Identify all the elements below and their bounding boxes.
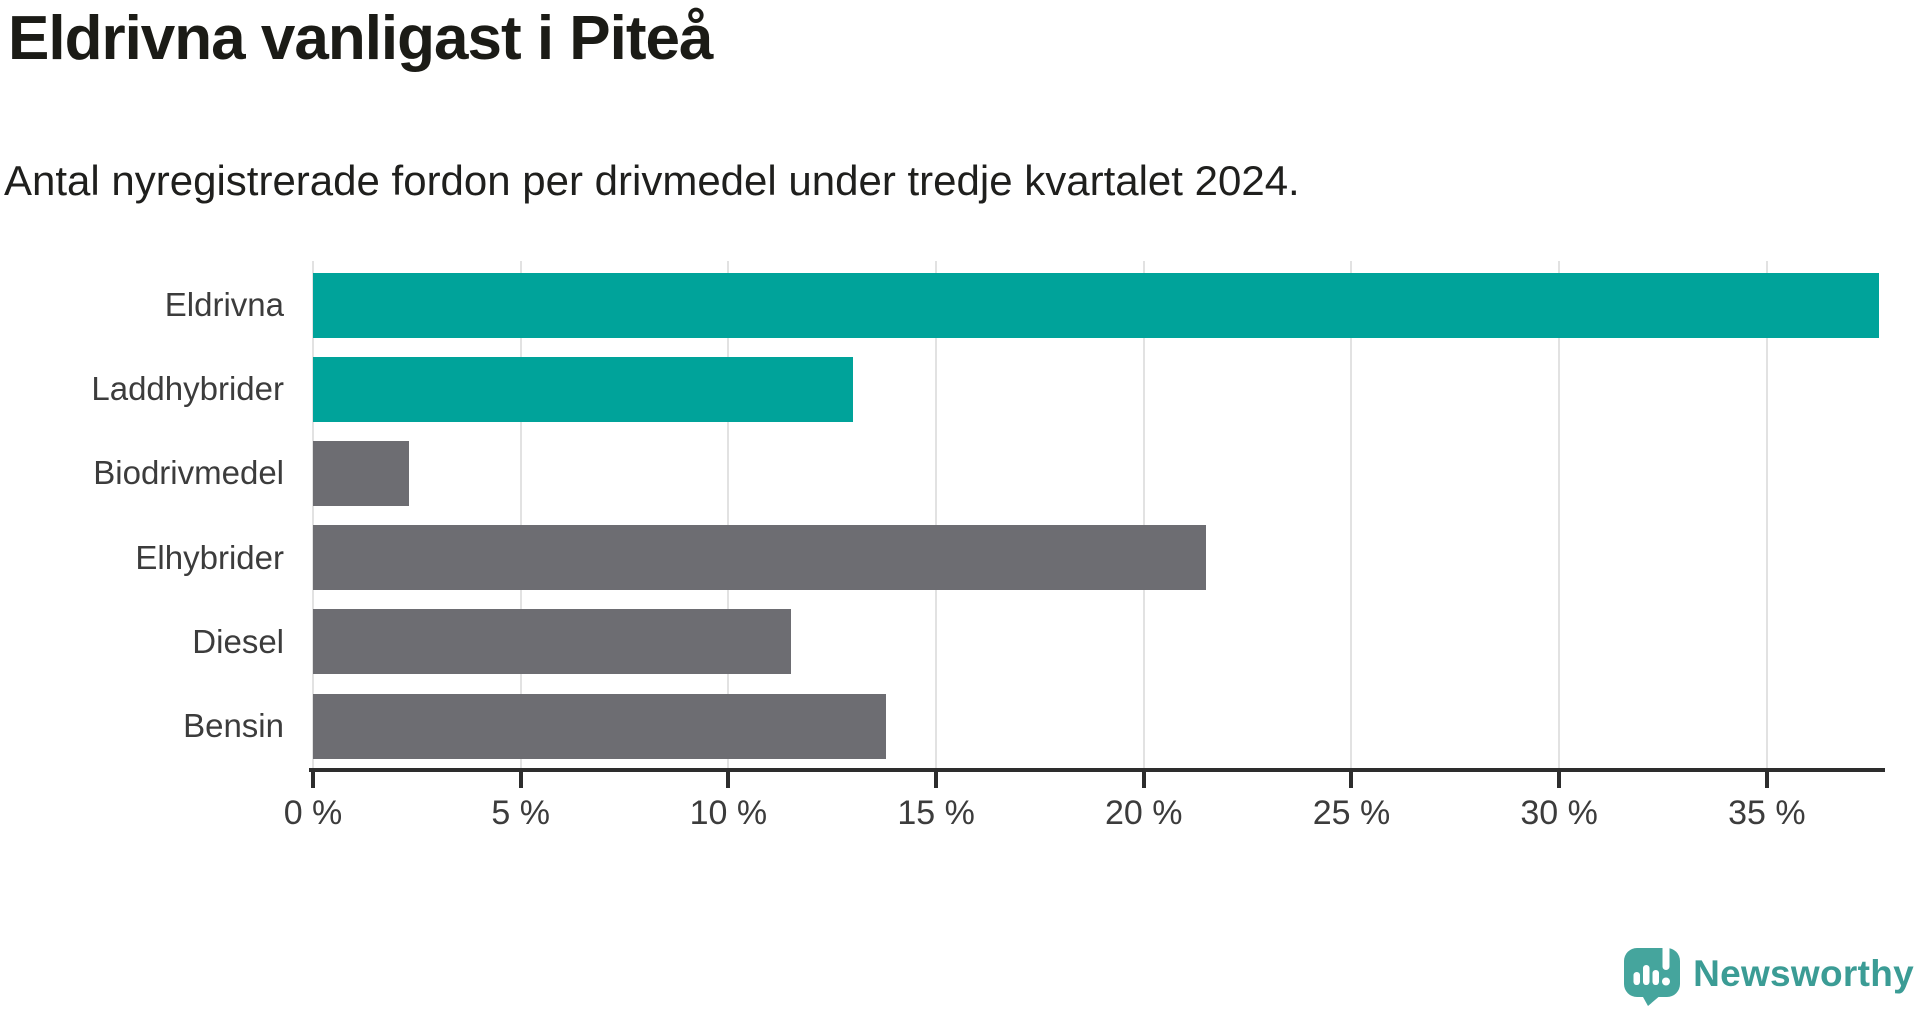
bar-elhybrider [313,525,1207,591]
axis-tick-30 [1557,768,1562,788]
axis-tick-label-5: 5 % [491,794,550,832]
category-label-biodrivmedel: Biodrivmedel [93,454,284,492]
category-label-diesel: Diesel [192,622,284,660]
category-label-elhybrider: Elhybrider [135,538,284,576]
chart-title: Eldrivna vanligast i Piteå [8,4,713,73]
gridline-35 [1765,261,1768,768]
gridline-0 [312,261,314,768]
axis-tick-label-20: 20 % [1105,794,1183,832]
axis-tick-0 [311,768,315,788]
axis-tick-label-30: 30 % [1520,794,1598,832]
gridline-15 [935,261,938,768]
chart-subtitle: Antal nyregistrerade fordon per drivmede… [4,157,1300,204]
category-label-bensin: Bensin [183,707,284,745]
axis-tick-label-10: 10 % [689,794,768,832]
bar-eldrivna [313,272,1879,338]
x-axis-line [309,768,1885,772]
axis-tick-label-15: 15 % [897,794,975,832]
bar-bensin [313,693,887,759]
axis-tick-5 [518,768,523,788]
category-label-eldrivna: Eldrivna [164,286,284,324]
axis-tick-15 [934,768,939,788]
brand-name: Newsworthy [1693,953,1914,994]
axis-tick-label-35: 35 % [1728,794,1806,832]
axis-tick-25 [1349,768,1354,788]
gridline-5 [519,261,522,768]
axis-tick-label-25: 25 % [1312,794,1391,832]
bar-biodrivmedel [313,441,409,506]
bar-diesel [313,609,791,675]
axis-tick-10 [726,768,731,788]
axis-tick-label-0: 0 % [283,794,343,832]
gridline-25 [1350,261,1353,768]
axis-tick-35 [1764,768,1769,788]
axis-tick-20 [1141,768,1146,788]
newsworthy-logo-icon [1624,943,1681,1006]
gridline-30 [1558,261,1561,768]
category-label-laddhybrider: Laddhybrider [91,370,284,408]
brand-footer: Newsworthy [1623,942,1914,1006]
bar-laddhybrider [313,356,853,422]
gridline-20 [1142,261,1145,768]
gridline-10 [727,261,730,768]
